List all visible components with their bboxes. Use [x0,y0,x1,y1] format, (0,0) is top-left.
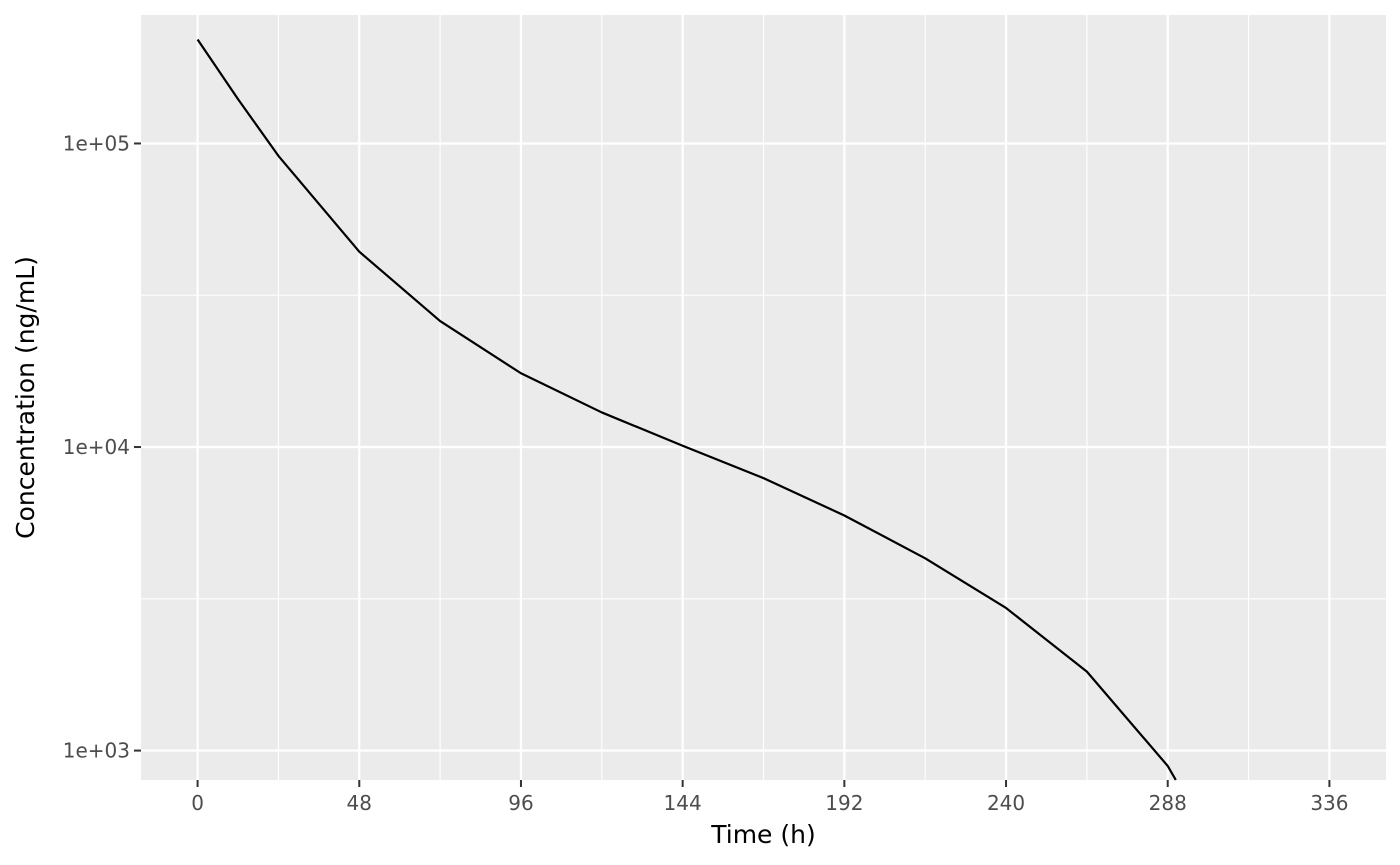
y-tick-label: 1e+04 [63,435,130,459]
x-tick-label: 288 [1149,791,1187,815]
x-axis: 0 48 96 144 192 240 288 336 [191,780,1349,815]
x-tick-label: 96 [508,791,533,815]
x-tick-label: 240 [987,791,1025,815]
x-axis-title: Time (h) [710,820,815,849]
series-line [196,38,1177,781]
major-gridlines [141,15,1386,780]
x-tick-label: 48 [347,791,372,815]
series-layer [196,38,1177,781]
x-tick-label: 336 [1310,791,1348,815]
y-axis-title: Concentration (ng/mL) [11,256,40,539]
y-tick-label: 1e+05 [63,131,130,155]
x-tick-label: 144 [664,791,702,815]
x-tick-label: 0 [191,791,204,815]
x-tick-label: 192 [825,791,863,815]
y-tick-label: 1e+03 [63,739,130,763]
y-axis: 1e+03 1e+04 1e+05 [63,131,141,763]
